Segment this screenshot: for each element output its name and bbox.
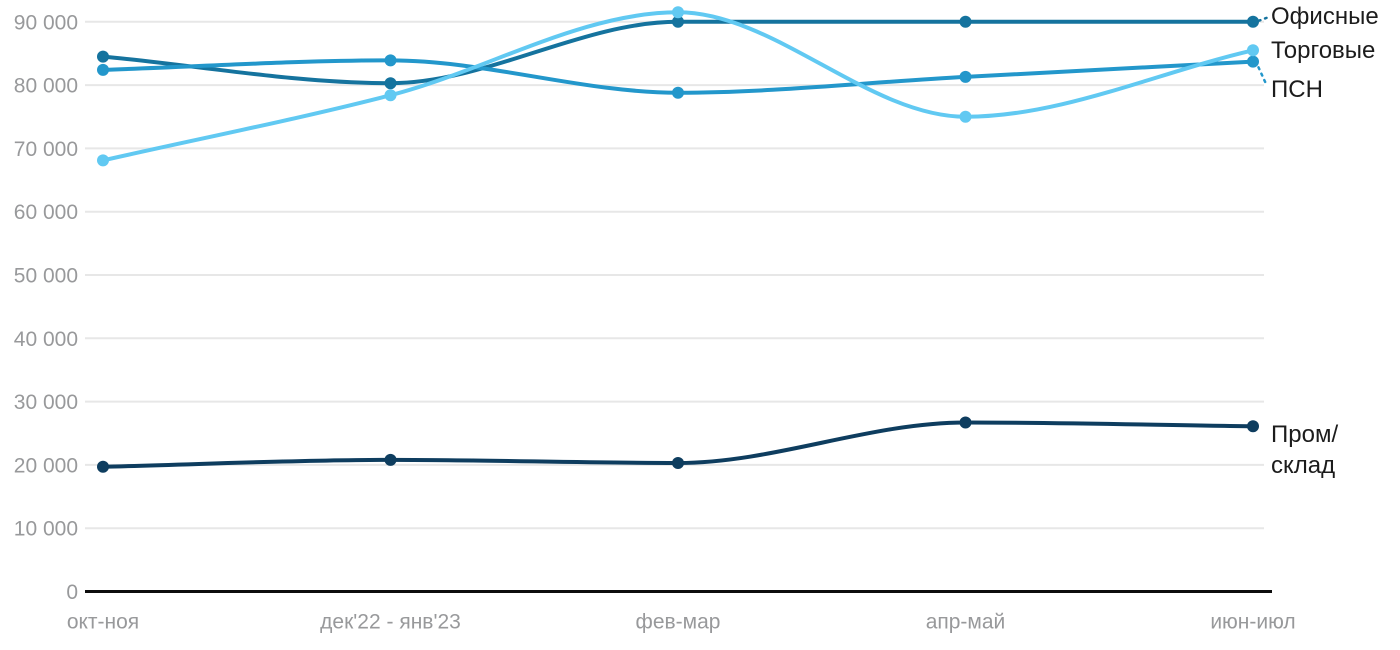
data-point (672, 86, 684, 99)
y-tick-label: 40 000 (14, 328, 78, 351)
series-label-psn: ПСН (1271, 76, 1323, 103)
data-point (959, 70, 972, 83)
y-tick-label: 30 000 (14, 391, 78, 414)
y-tick-label: 80 000 (14, 75, 78, 98)
data-point (1247, 420, 1259, 433)
series-line-2 (101, 10, 1255, 163)
x-tick-label: фев-мар (636, 611, 721, 634)
series-label-prom-line1: Пром/ (1271, 421, 1339, 448)
data-point (1247, 55, 1259, 68)
series-line-1 (101, 19, 1255, 86)
data-point (959, 15, 972, 28)
x-tick-label: окт-ноя (67, 611, 139, 634)
data-point (672, 15, 684, 28)
data-point (672, 6, 684, 19)
y-tick-label: 0 (66, 581, 78, 604)
x-tick-label: апр-май (926, 611, 1006, 634)
series-label-prom-line2: склад (1271, 452, 1336, 479)
x-tick-label: дек'22 - янв'23 (320, 611, 461, 634)
data-point (384, 54, 397, 67)
data-point (384, 77, 397, 90)
x-tick-label: июн-июл (1210, 611, 1295, 634)
data-point (97, 460, 109, 473)
data-point (384, 453, 397, 466)
y-tick-label: 90 000 (14, 11, 78, 34)
data-point (1247, 44, 1259, 57)
data-point (97, 154, 109, 167)
series-label-torgovye: Торговые (1271, 37, 1376, 64)
data-point (959, 110, 972, 123)
series-label-ofisnye: Офисные (1271, 3, 1379, 30)
data-point (1247, 15, 1259, 28)
y-tick-label: 20 000 (14, 454, 78, 477)
label-leader-line (1257, 16, 1268, 23)
y-tick-label: 70 000 (14, 138, 78, 161)
data-point (672, 457, 684, 470)
y-tick-label: 60 000 (14, 201, 78, 224)
data-point (97, 63, 109, 76)
data-point (959, 416, 972, 429)
data-point (97, 50, 109, 63)
data-point (384, 89, 397, 102)
y-tick-label: 10 000 (14, 518, 78, 541)
y-tick-label: 50 000 (14, 265, 78, 288)
label-leader-line (1257, 66, 1268, 87)
series-label-prom-sklad: Пром/ склад (1271, 419, 1338, 481)
